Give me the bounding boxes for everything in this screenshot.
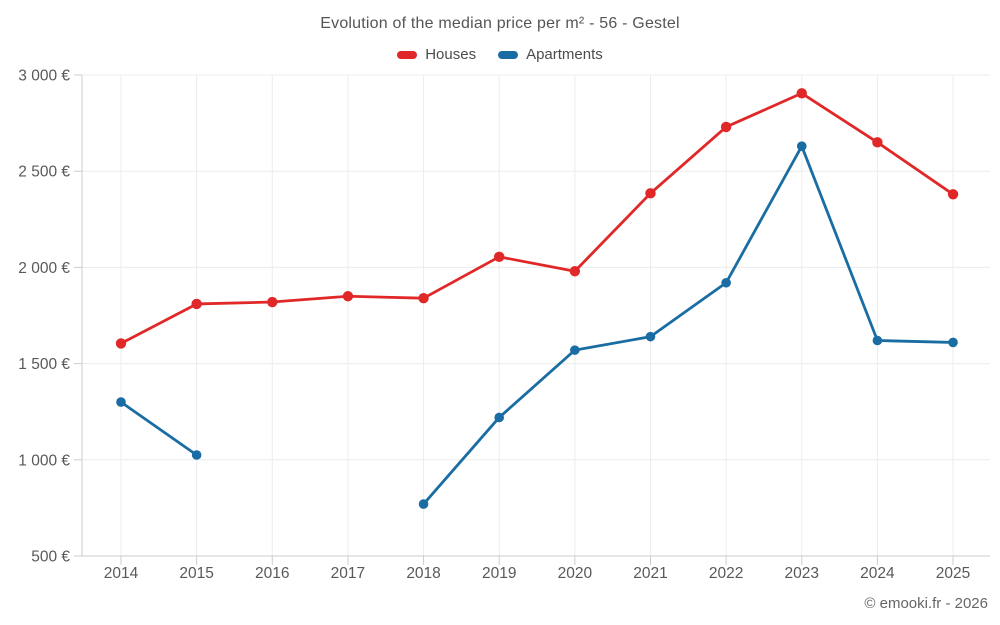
- apartments-legend-swatch: [498, 50, 519, 59]
- legend-item-apartments[interactable]: Apartments: [498, 46, 603, 63]
- svg-text:1 000 €: 1 000 €: [18, 452, 70, 469]
- svg-text:2018: 2018: [406, 565, 440, 582]
- svg-text:2 000 €: 2 000 €: [18, 260, 70, 277]
- chart-legend: Houses Apartments: [0, 46, 1000, 63]
- legend-item-houses[interactable]: Houses: [397, 46, 476, 63]
- svg-text:500 €: 500 €: [31, 549, 70, 566]
- svg-text:2016: 2016: [255, 565, 289, 582]
- svg-text:2020: 2020: [558, 565, 593, 582]
- svg-text:2022: 2022: [709, 565, 743, 582]
- svg-text:1 500 €: 1 500 €: [18, 356, 70, 373]
- svg-text:2 500 €: 2 500 €: [18, 164, 70, 181]
- svg-text:2015: 2015: [179, 565, 213, 582]
- svg-text:2024: 2024: [860, 565, 895, 582]
- legend-label-houses: Houses: [425, 46, 477, 63]
- svg-text:2019: 2019: [482, 565, 516, 582]
- copyright-text: © emooki.fr - 2026: [864, 595, 988, 612]
- svg-text:2014: 2014: [104, 565, 139, 582]
- svg-text:3 000 €: 3 000 €: [18, 68, 70, 85]
- svg-text:2023: 2023: [785, 565, 819, 582]
- svg-text:2025: 2025: [936, 565, 970, 582]
- chart-title: Evolution of the median price per m² - 5…: [320, 15, 680, 32]
- svg-text:2017: 2017: [331, 565, 365, 582]
- houses-legend-swatch: [397, 50, 418, 59]
- legend-label-apartments: Apartments: [526, 46, 603, 63]
- svg-text:2021: 2021: [633, 565, 667, 582]
